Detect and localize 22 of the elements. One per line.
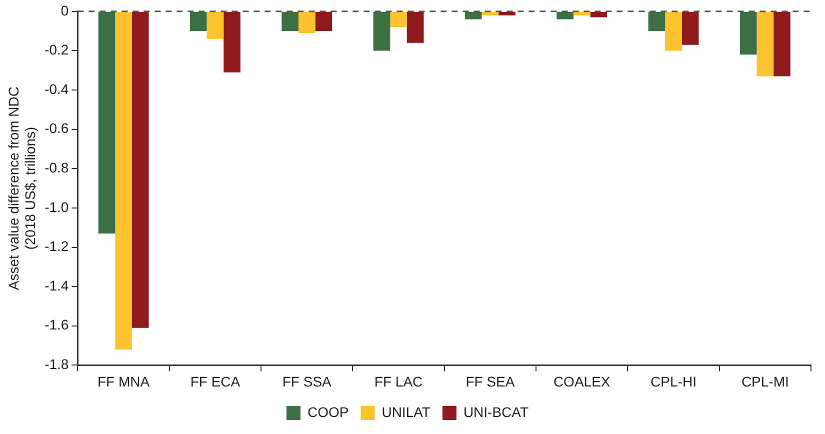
- y-tick-label: -0.6: [44, 120, 69, 136]
- legend-label: UNI-BCAT: [463, 404, 529, 420]
- x-tick-label: FF LAC: [374, 373, 423, 390]
- y-axis-title: Asset value difference from NDC (2018 US$, trillions): [5, 86, 38, 290]
- x-tick-label: FF SEA: [466, 373, 516, 390]
- y-tick-label: -1.6: [44, 316, 69, 333]
- legend-label: UNILAT: [382, 404, 431, 420]
- y-tick-label: -1.4: [44, 277, 69, 294]
- y-tick-label: -0.2: [44, 42, 69, 58]
- y-tick-label: -1.8: [44, 356, 69, 372]
- x-tick-label: FF ECA: [190, 373, 241, 390]
- x-tick-label: CPL-HI: [650, 373, 696, 390]
- y-tick-label: -1.2: [44, 238, 69, 254]
- y-tick-label: -1.0: [44, 198, 69, 215]
- y-tick-label: -0.8: [44, 160, 69, 176]
- legend-label: COOP: [307, 404, 349, 420]
- y-tick-label: -0.4: [44, 80, 69, 97]
- y-tick-label: 0: [60, 2, 69, 18]
- x-tick-label: FF SSA: [282, 373, 332, 390]
- x-tick-label: CPL-MI: [741, 373, 789, 390]
- x-tick-label: COALEX: [553, 373, 611, 390]
- x-tick-label: FF MNA: [98, 373, 150, 390]
